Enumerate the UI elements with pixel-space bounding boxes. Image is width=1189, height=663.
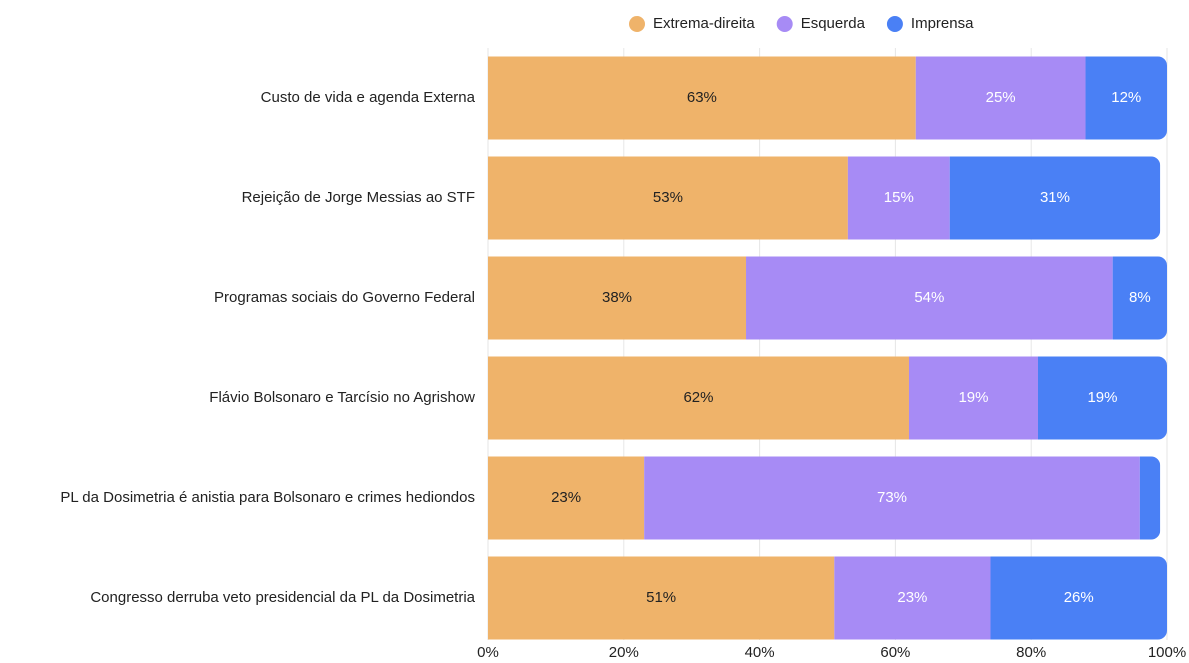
bar-segment [1085, 56, 1167, 140]
bar-segment [1037, 356, 1167, 440]
bar-row [488, 56, 1167, 140]
bar-segment [949, 156, 1161, 240]
legend-swatch [886, 16, 903, 32]
value-label: 53% [653, 189, 683, 206]
legend-label: Esquerda [801, 15, 866, 32]
bar-row [488, 456, 1161, 540]
bar-segment [488, 156, 848, 240]
value-label: 63% [687, 89, 717, 106]
bar-row [488, 556, 1167, 640]
value-label: 23% [897, 589, 927, 606]
value-label: 23% [551, 489, 581, 506]
value-label: 19% [1087, 389, 1117, 406]
bar-row [488, 256, 1167, 340]
value-label: 54% [914, 289, 944, 306]
bar-segment [488, 56, 916, 140]
x-tick-label: 60% [880, 644, 910, 659]
bar-segment [644, 456, 1140, 540]
category-label: PL da Dosimetria é anistia para Bolsonar… [60, 489, 475, 506]
bar-segment [488, 356, 909, 440]
value-label: 31% [1040, 189, 1070, 206]
bar-row [488, 356, 1167, 440]
bar-row [488, 156, 1161, 240]
bar-segment [847, 156, 950, 240]
bar-segment [915, 56, 1086, 140]
legend-label: Imprensa [911, 15, 974, 32]
legend-swatch [629, 16, 645, 32]
legend-swatch [776, 16, 793, 32]
value-label: 12% [1111, 89, 1141, 106]
value-label: 26% [1064, 589, 1094, 606]
bar-segment [990, 556, 1167, 640]
value-label: 8% [1129, 289, 1151, 306]
x-tick-label: 80% [1016, 644, 1046, 659]
value-label: 73% [877, 489, 907, 506]
category-label: Programas sociais do Governo Federal [214, 289, 475, 306]
x-tick-label: 20% [609, 644, 639, 659]
category-label: Congresso derruba veto presidencial da P… [90, 589, 475, 606]
bar-segment [488, 556, 835, 640]
category-label: Rejeição de Jorge Messias ao STF [242, 189, 475, 206]
legend-label: Extrema-direita [653, 15, 755, 32]
x-tick-label: 40% [745, 644, 775, 659]
bar-segment [488, 256, 747, 340]
bar-segment [908, 356, 1038, 440]
x-tick-label: 100% [1148, 644, 1186, 659]
value-label: 19% [958, 389, 988, 406]
value-label: 15% [884, 189, 914, 206]
category-label: Custo de vida e agenda Externa [261, 89, 476, 106]
bar-segment [1139, 456, 1161, 540]
bar-segment [834, 556, 991, 640]
bar-segment [488, 456, 645, 540]
value-label: 25% [986, 89, 1016, 106]
bar-segment [746, 256, 1113, 340]
bar-segment [1112, 256, 1167, 340]
value-label: 62% [683, 389, 713, 406]
value-label: 51% [646, 589, 676, 606]
category-label: Flávio Bolsonaro e Tarcísio no Agrishow [209, 389, 475, 406]
value-label: 38% [602, 289, 632, 306]
x-tick-label: 0% [477, 644, 499, 659]
